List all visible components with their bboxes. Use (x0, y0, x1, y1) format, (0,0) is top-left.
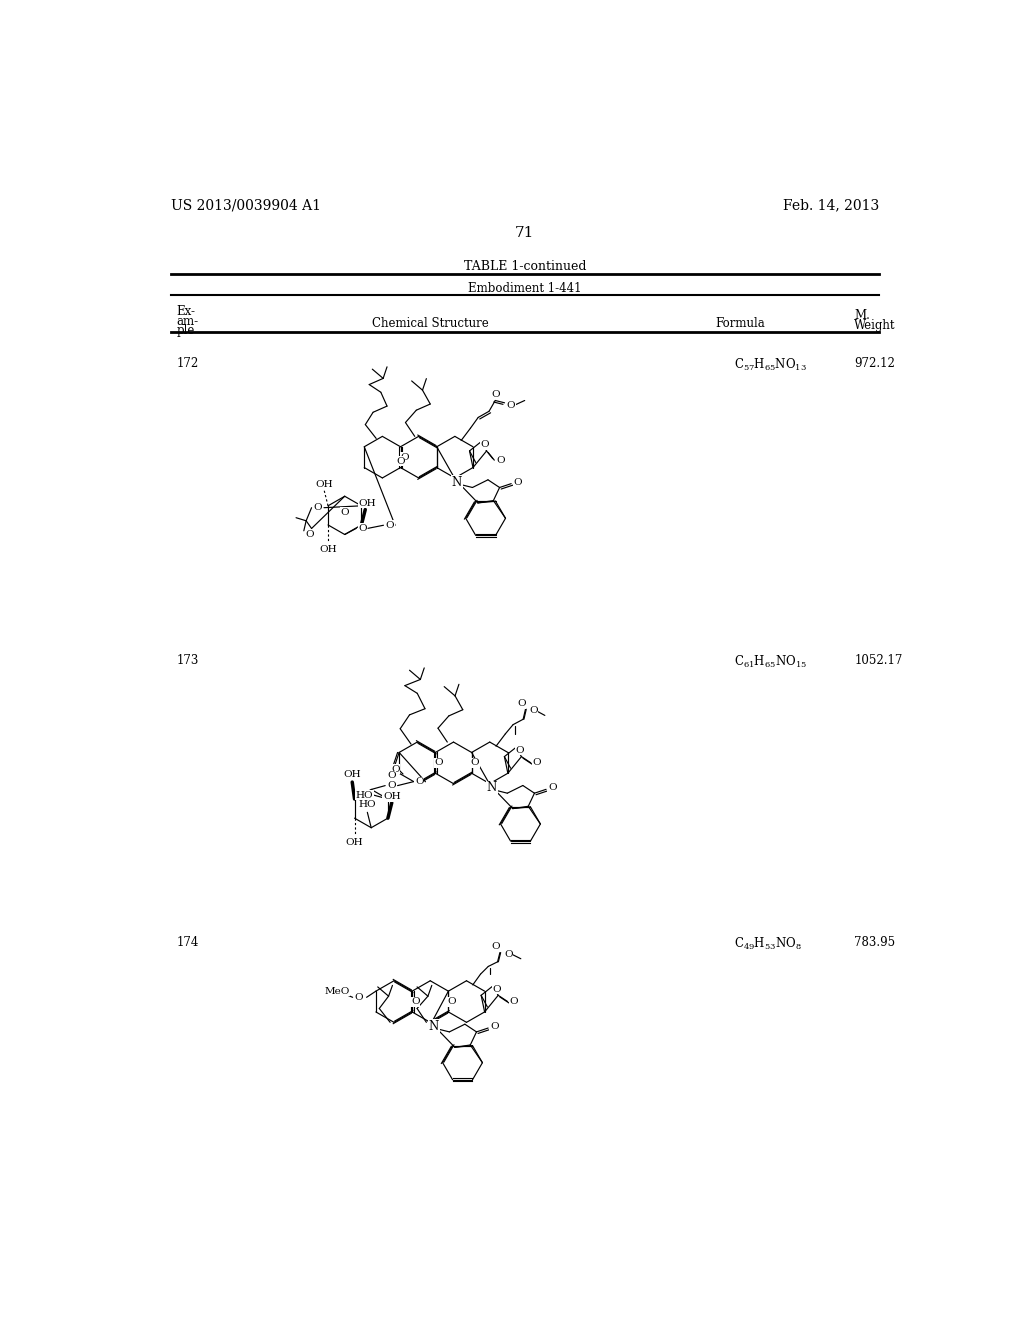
Text: OH: OH (315, 479, 333, 488)
Text: O: O (497, 457, 505, 466)
Text: HO: HO (358, 800, 376, 809)
Text: O: O (492, 942, 501, 950)
Text: TABLE 1-continued: TABLE 1-continued (464, 260, 586, 273)
Text: O: O (447, 997, 456, 1006)
Text: Chemical Structure: Chemical Structure (372, 317, 488, 330)
Text: M.: M. (854, 309, 870, 322)
Text: O: O (490, 389, 500, 399)
Text: Formula: Formula (716, 317, 765, 330)
Text: O: O (434, 759, 442, 767)
Text: O: O (513, 478, 521, 487)
Text: Weight: Weight (854, 318, 896, 331)
Text: O: O (507, 400, 515, 409)
Text: O: O (313, 503, 323, 512)
Text: 174: 174 (177, 936, 200, 949)
Text: MeO: MeO (325, 986, 350, 995)
Text: O: O (490, 1022, 499, 1031)
Text: $\mathregular{C_{49}H_{53}NO_{8}}$: $\mathregular{C_{49}H_{53}NO_{8}}$ (734, 936, 802, 952)
Text: O: O (517, 700, 526, 709)
Text: OH: OH (346, 838, 364, 847)
Text: O: O (400, 453, 409, 462)
Text: O: O (509, 997, 518, 1006)
Text: O: O (396, 457, 404, 466)
Text: $\mathregular{C_{61}H_{65}NO_{15}}$: $\mathregular{C_{61}H_{65}NO_{15}}$ (734, 653, 807, 669)
Text: 783.95: 783.95 (854, 936, 895, 949)
Text: N: N (452, 475, 462, 488)
Text: O: O (387, 771, 395, 780)
Text: O: O (358, 524, 367, 533)
Text: O: O (529, 706, 538, 715)
Text: O: O (367, 801, 376, 810)
Text: O: O (411, 997, 420, 1006)
Text: 71: 71 (515, 226, 535, 240)
Text: Embodiment 1-441: Embodiment 1-441 (468, 282, 582, 296)
Text: 1052.17: 1052.17 (854, 653, 902, 667)
Text: ple: ple (177, 323, 196, 337)
Text: Ex-: Ex- (177, 305, 196, 318)
Text: OH: OH (319, 545, 337, 554)
Text: OH: OH (383, 792, 400, 801)
Text: 172: 172 (177, 358, 199, 370)
Text: OH: OH (343, 770, 361, 779)
Text: O: O (387, 781, 395, 791)
Text: am-: am- (177, 314, 199, 327)
Text: O: O (385, 521, 394, 529)
Text: N: N (429, 1020, 439, 1034)
Text: O: O (515, 746, 524, 755)
Text: O: O (470, 759, 479, 767)
Text: O: O (480, 441, 489, 449)
Text: US 2013/0039904 A1: US 2013/0039904 A1 (171, 198, 321, 213)
Text: O: O (354, 993, 364, 1002)
Text: Feb. 14, 2013: Feb. 14, 2013 (782, 198, 879, 213)
Text: O: O (548, 783, 557, 792)
Text: 972.12: 972.12 (854, 358, 895, 370)
Text: O: O (340, 508, 349, 517)
Text: N: N (486, 781, 497, 795)
Text: HO: HO (355, 791, 374, 800)
Text: O: O (415, 777, 424, 787)
Text: O: O (306, 531, 314, 539)
Text: $\mathregular{C_{57}H_{65}NO_{13}}$: $\mathregular{C_{57}H_{65}NO_{13}}$ (734, 358, 807, 374)
Text: O: O (391, 764, 399, 774)
Text: O: O (504, 949, 513, 958)
Text: O: O (493, 985, 501, 994)
Text: O: O (532, 758, 542, 767)
Text: N: N (429, 1020, 439, 1034)
Text: 173: 173 (177, 653, 200, 667)
Text: OH: OH (358, 499, 377, 508)
